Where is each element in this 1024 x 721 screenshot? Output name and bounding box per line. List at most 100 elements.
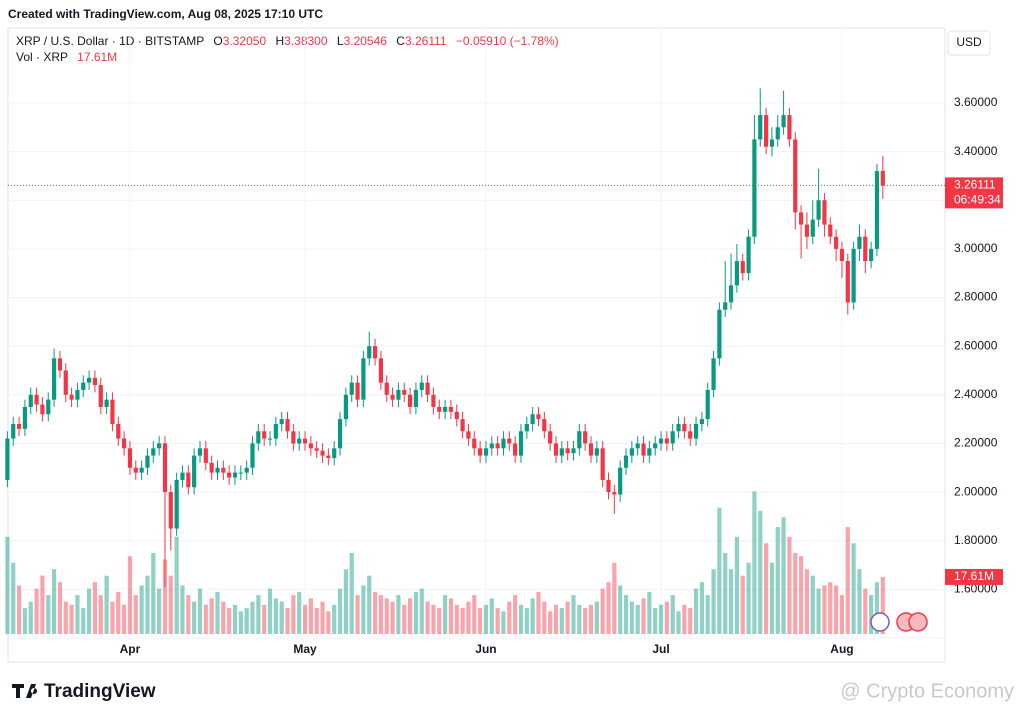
change: −0.05910 (−1.78%): [456, 34, 559, 48]
candle-body: [326, 455, 331, 459]
volume-bar: [63, 601, 68, 634]
volume-bar: [349, 553, 354, 634]
candle-body: [28, 394, 33, 407]
candle-body: [16, 423, 22, 429]
candle-body: [285, 419, 290, 432]
candle-body: [46, 399, 51, 415]
candle-body: [483, 448, 489, 456]
volume-bar: [769, 562, 775, 634]
currency-button[interactable]: [947, 30, 991, 56]
candle-body: [244, 467, 249, 473]
candle-body: [314, 448, 319, 451]
candle-body: [51, 358, 57, 400]
volume-bar: [664, 601, 669, 634]
y-tick-label: 3.40000: [954, 144, 998, 158]
event-icon[interactable]: [908, 612, 928, 632]
candle-body: [810, 219, 815, 237]
volume-bar: [810, 575, 815, 634]
volume-bar: [466, 601, 471, 634]
y-tick-label: 1.60000: [954, 582, 998, 596]
candle-body: [641, 443, 646, 456]
volume-bar: [513, 595, 518, 634]
candle-body: [367, 346, 372, 359]
last-price-box: [945, 177, 1003, 209]
volume-bar: [139, 585, 144, 634]
volume-bar: [34, 588, 39, 634]
y-tick-label: 3.00000: [954, 241, 998, 255]
volume-bar: [606, 582, 611, 634]
candle-body: [11, 423, 16, 439]
volume-bar: [793, 553, 798, 634]
candle-body: [653, 443, 658, 449]
candle-body: [343, 394, 348, 420]
volume-bar: [192, 601, 197, 634]
volume-bar: [728, 569, 734, 634]
candle-body: [279, 419, 284, 424]
x-tick-label: Aug: [830, 642, 853, 656]
volume-bar: [763, 543, 769, 634]
volume-bar: [874, 582, 880, 634]
candle-body: [834, 236, 839, 249]
volume-bar: [209, 598, 214, 634]
candle-body: [22, 406, 28, 429]
volume-bar: [127, 556, 133, 634]
volume-bar: [524, 608, 529, 634]
volume-bar: [641, 598, 646, 634]
volume-bar: [221, 601, 226, 634]
volume-bar: [262, 604, 267, 634]
candle-body: [542, 419, 547, 432]
close-label: C: [396, 34, 405, 48]
candle-body: [332, 448, 337, 459]
candle-body: [711, 358, 716, 390]
volume-bar: [22, 608, 28, 634]
volume-bar: [553, 604, 559, 634]
candle-body: [816, 200, 821, 220]
candle-body: [133, 467, 138, 473]
volume-bar: [618, 585, 623, 634]
candle-body: [443, 406, 448, 412]
event-icon[interactable]: [870, 612, 890, 632]
candle-body: [69, 394, 74, 400]
volume-bar: [816, 588, 821, 634]
volume-bar: [162, 559, 168, 634]
candle-body: [384, 382, 389, 395]
volume-bar: [437, 608, 442, 634]
volume-bar: [145, 575, 150, 634]
volume-bar: [798, 556, 804, 634]
candle-body: [723, 302, 728, 310]
candle-body: [221, 467, 226, 473]
candle-body: [518, 431, 524, 456]
candle-body: [267, 438, 273, 440]
volume-bar: [781, 517, 786, 634]
last-volume-box: [945, 568, 1003, 585]
candle-body: [180, 472, 185, 480]
high: 3.38300: [284, 34, 328, 48]
legend-line: XRP / U.S. Dollar · 1D · BITSTAMP O3.320…: [16, 34, 559, 48]
volume-bar: [612, 562, 617, 634]
volume-bar: [361, 585, 366, 634]
candle-body: [682, 423, 687, 432]
volume-bar: [869, 595, 874, 634]
volume-bar: [116, 591, 121, 634]
volume-bar: [518, 604, 524, 634]
candle-body: [670, 431, 675, 444]
logo-mark: [12, 684, 38, 698]
candle-body: [594, 448, 599, 456]
event-icons: [870, 612, 928, 632]
candle-body: [390, 394, 395, 400]
candle-body: [302, 438, 308, 444]
candle-body: [693, 423, 699, 439]
volume-bar: [565, 601, 570, 634]
countdown: 06:49:34: [954, 193, 1001, 207]
volume-bar: [670, 595, 675, 634]
candle-body: [845, 261, 850, 303]
volume-bar: [215, 591, 220, 634]
volume-bar: [314, 608, 319, 634]
candle-body: [174, 479, 179, 529]
candle-body: [337, 419, 343, 449]
volume-bar: [98, 595, 103, 634]
candle-body: [262, 431, 267, 439]
currency[interactable]: USD: [956, 35, 982, 49]
candle-body: [758, 115, 763, 140]
